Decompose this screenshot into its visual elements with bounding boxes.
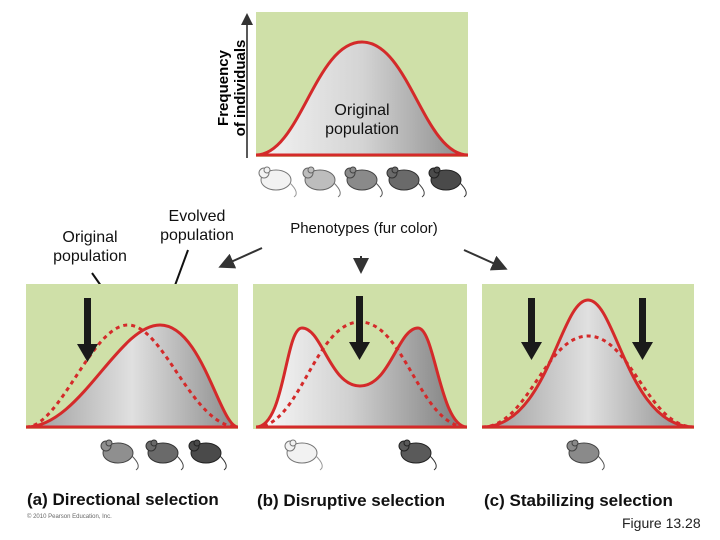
copyright-notice: © 2010 Pearson Education, Inc. xyxy=(27,514,112,520)
mouse-icon xyxy=(284,439,323,471)
mouse-icon xyxy=(428,166,467,198)
mouse-icon xyxy=(566,439,605,471)
stabilizing-selection-panel xyxy=(481,284,695,429)
narrow-population-curve xyxy=(481,298,695,429)
evolved-population-curve xyxy=(25,323,239,429)
y-axis-label: Frequency of individuals xyxy=(215,23,251,153)
panel-b-mice xyxy=(284,439,437,471)
legend-evolved-line2: population xyxy=(160,227,234,244)
y-axis-label-line2: of individuals xyxy=(232,39,249,137)
legend-evolved-population: Evolved population xyxy=(142,207,252,245)
selection-arrow-icon xyxy=(349,296,370,360)
caption-directional-selection: (a) Directional selection xyxy=(27,490,219,509)
selection-arrow-icon xyxy=(521,298,542,360)
caption-stabilizing-selection: (c) Stabilizing selection xyxy=(484,491,673,510)
curve-label-line1: Original xyxy=(334,102,390,119)
arrow-to-directional xyxy=(218,247,263,269)
caption-disruptive-selection: (b) Disruptive selection xyxy=(257,491,445,510)
selection-arrow-icon xyxy=(77,298,98,362)
y-axis-label-line1: Frequency xyxy=(215,50,232,126)
x-axis-label: Phenotypes (fur color) xyxy=(290,220,438,237)
mouse-icon xyxy=(386,166,425,198)
bimodal-curve xyxy=(255,326,468,429)
arrow-to-stabilizing xyxy=(463,249,508,271)
mouse-icon xyxy=(100,439,139,471)
mouse-icon xyxy=(145,439,184,471)
selection-arrow-icon xyxy=(632,298,653,360)
legend-original-line1: Original xyxy=(62,229,118,246)
figure-number: Figure 13.28 xyxy=(622,515,701,531)
mouse-icon xyxy=(398,439,437,471)
mouse-icon xyxy=(344,166,383,198)
original-population-curve xyxy=(255,40,469,157)
legend-original-population: Original population xyxy=(36,228,144,266)
panel-c-mice xyxy=(566,439,605,471)
original-distribution-panel xyxy=(241,12,469,158)
phenotype-mice-row xyxy=(258,166,467,198)
mouse-icon xyxy=(188,439,227,471)
panel-a-mice xyxy=(100,439,227,471)
curve-label-line2: population xyxy=(325,121,399,138)
directional-selection-panel xyxy=(25,284,239,429)
mouse-icon xyxy=(302,166,341,198)
legend-original-line2: population xyxy=(53,248,127,265)
original-population-dashed-curve xyxy=(481,334,695,429)
disruptive-selection-panel xyxy=(253,284,468,429)
original-population-dashed-curve xyxy=(25,323,239,429)
legend-evolved-line1: Evolved xyxy=(168,208,226,225)
divergence-arrows xyxy=(218,247,508,274)
mouse-icon xyxy=(258,166,297,198)
original-population-curve-label: Original population xyxy=(300,101,424,139)
